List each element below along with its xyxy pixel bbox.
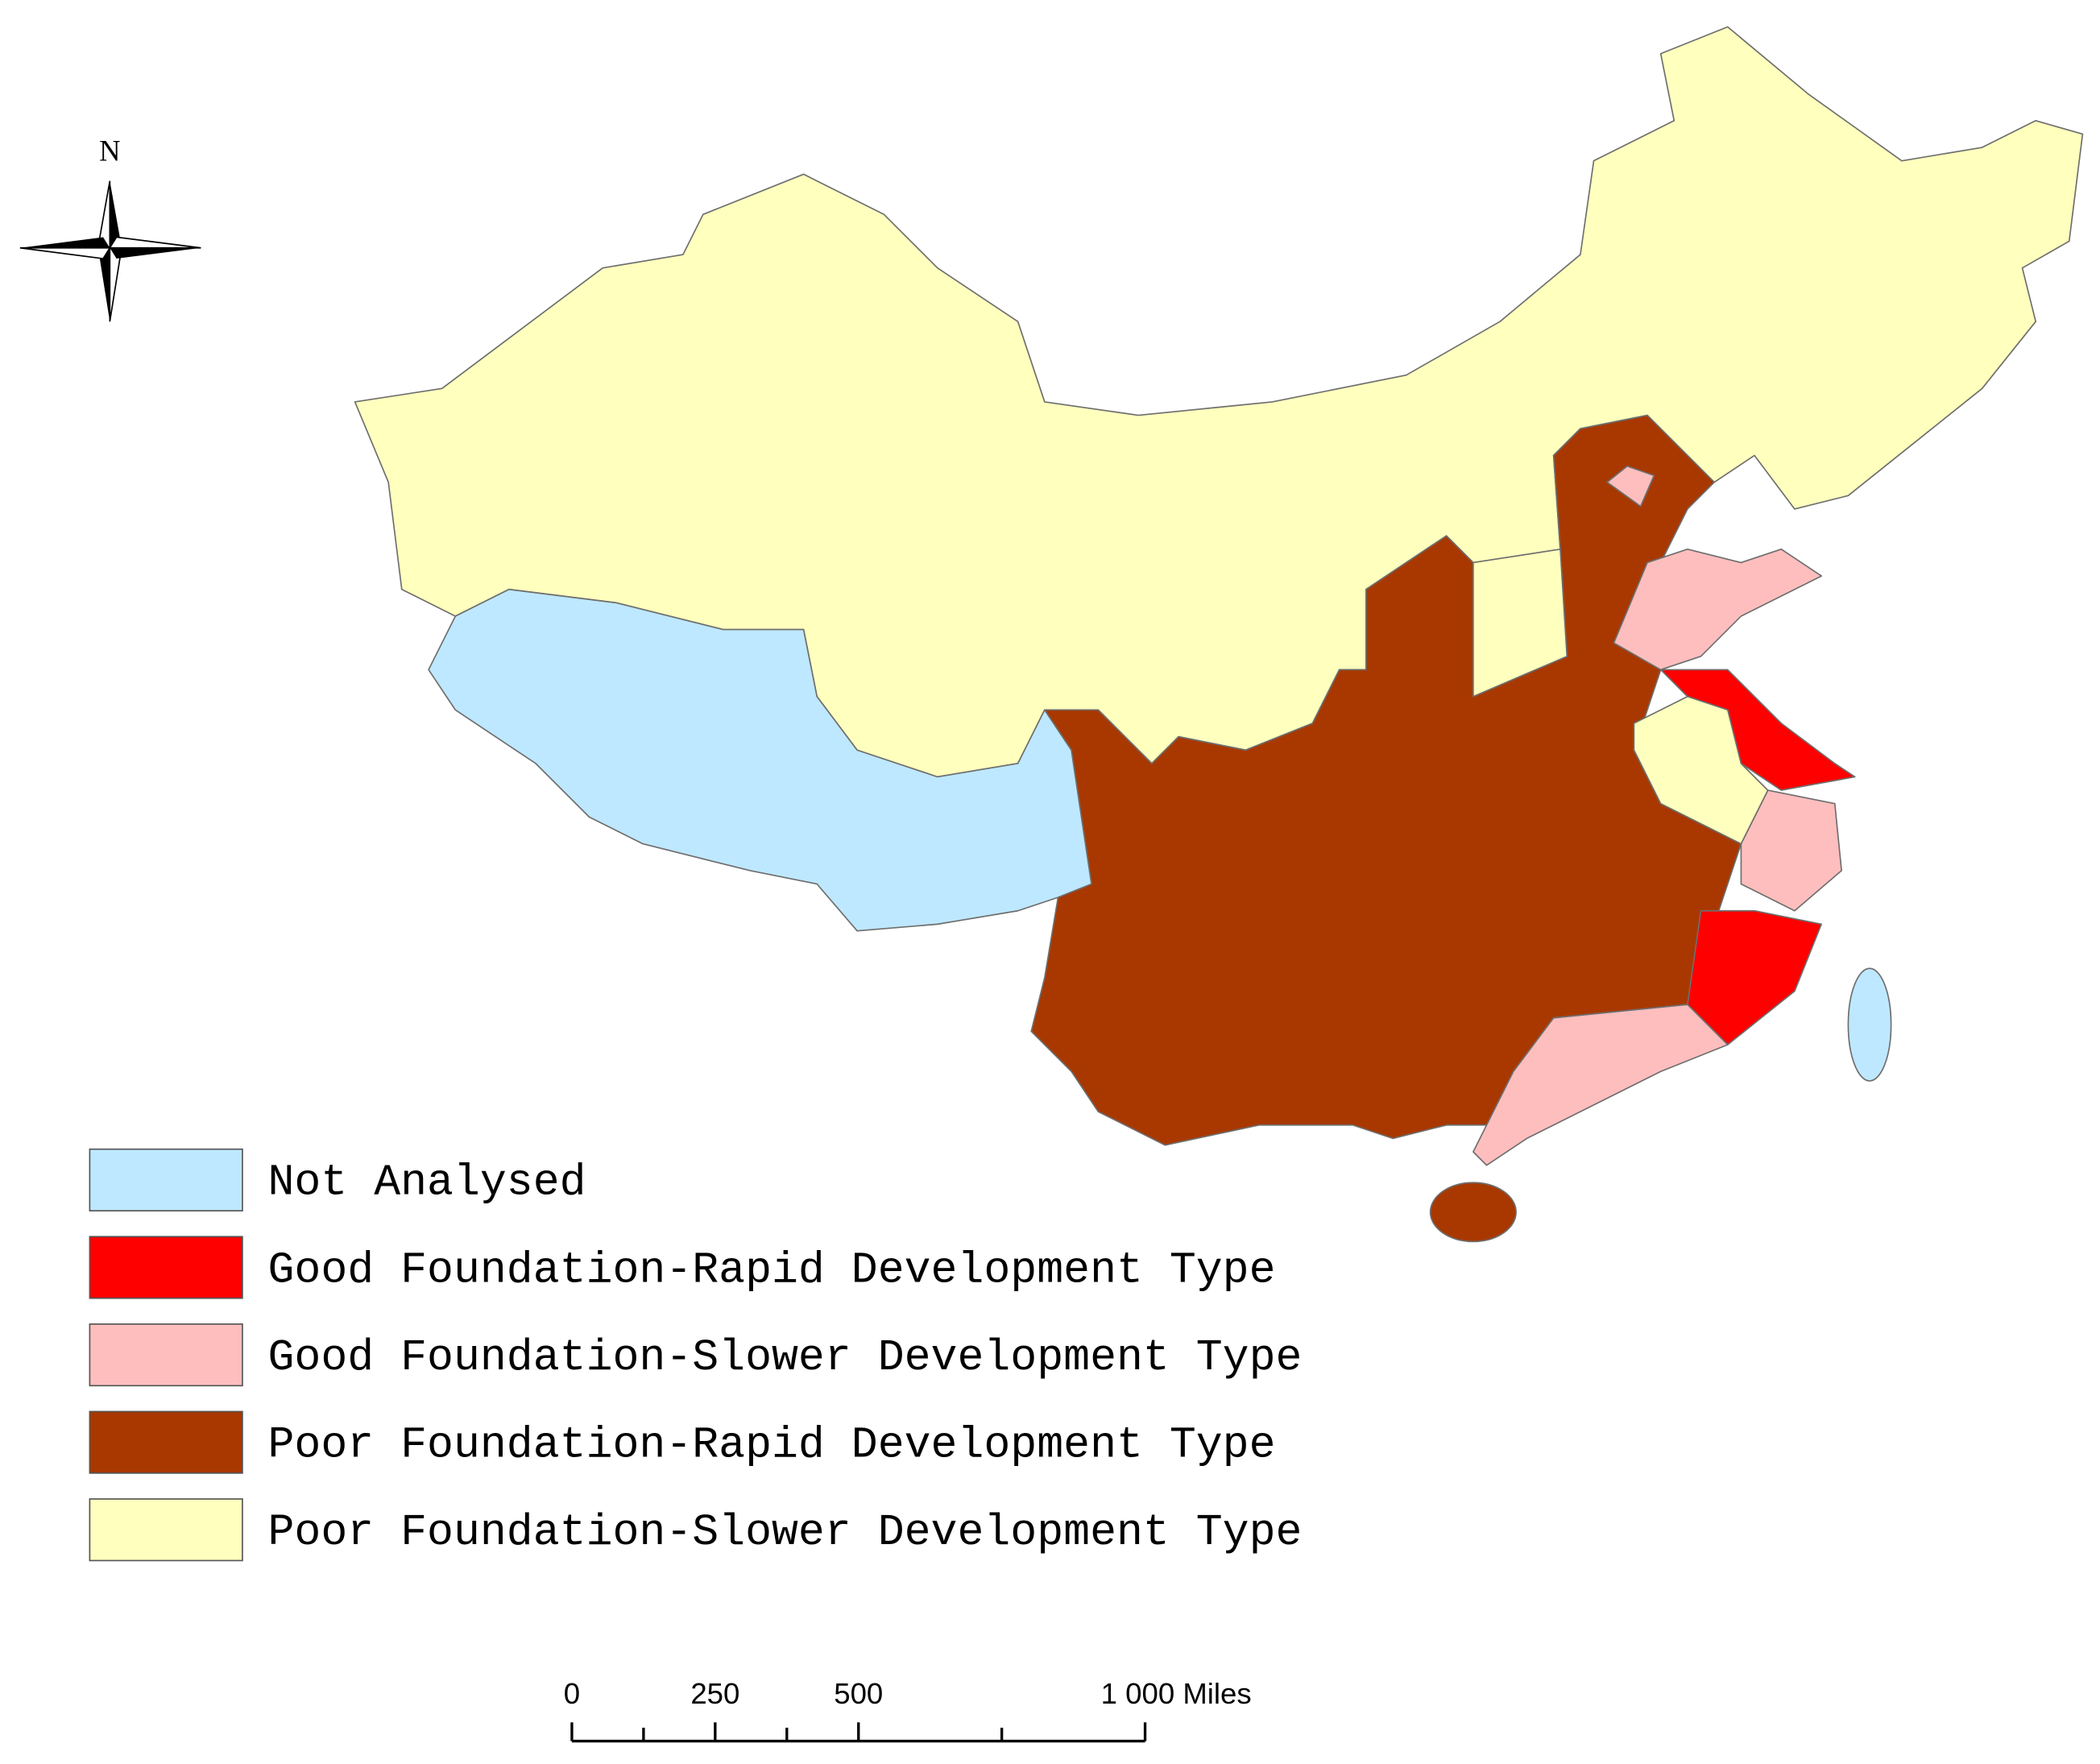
compass-point <box>108 236 201 249</box>
region <box>1606 465 1655 507</box>
scale-label: 250 <box>690 1677 739 1710</box>
compass-point <box>99 247 110 322</box>
scale-bar: 0 250 500 1 000 Miles <box>564 1677 1252 1743</box>
region <box>1472 1004 1729 1166</box>
compass-point <box>19 237 110 248</box>
region <box>1633 695 1769 845</box>
legend-label: Not Analysed <box>268 1158 586 1208</box>
legend-swatch <box>89 1236 243 1299</box>
scale-label: 1 000 Miles <box>1101 1677 1252 1710</box>
legend-label: Good Foundation-Rapid Development Type <box>268 1245 1276 1295</box>
legend-label: Poor Foundation-Rapid Development Type <box>268 1420 1276 1470</box>
legend-swatch <box>89 1323 243 1387</box>
legend-label: Poor Foundation-Slower Development Type <box>268 1508 1303 1558</box>
legend-swatch <box>89 1410 243 1474</box>
legend-swatch <box>89 1498 243 1562</box>
north-arrow: N <box>19 135 201 322</box>
legend: Not Analysed Good Foundation-Rapid Develo… <box>89 1148 1303 1562</box>
compass-point <box>19 246 111 259</box>
compass-point <box>110 180 121 248</box>
region <box>1472 549 1568 698</box>
north-label: N <box>99 135 120 168</box>
legend-label: Good Foundation-Slower Development Type <box>268 1333 1303 1383</box>
scale-label: 500 <box>834 1677 883 1710</box>
compass-point <box>109 246 122 322</box>
region <box>1613 549 1823 671</box>
region <box>1847 967 1892 1082</box>
compass-point <box>110 247 201 259</box>
regions <box>354 26 2084 1243</box>
legend-swatch <box>89 1148 243 1212</box>
scale-label: 0 <box>564 1677 580 1710</box>
region <box>1429 1182 1517 1243</box>
